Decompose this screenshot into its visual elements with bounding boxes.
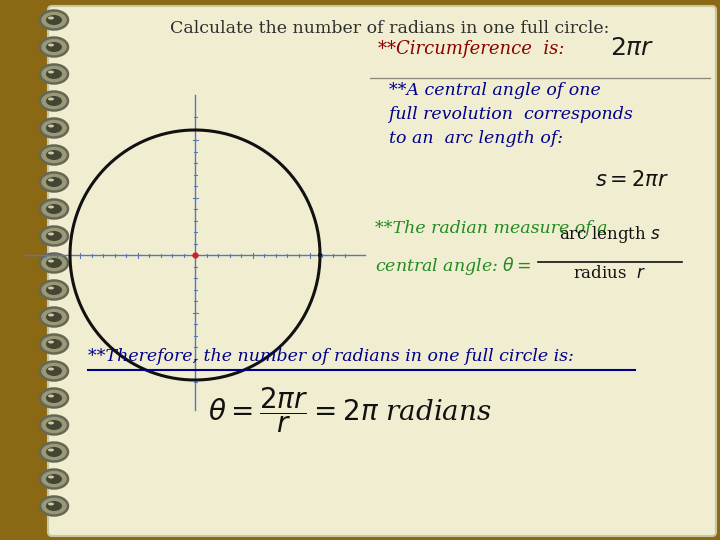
Ellipse shape <box>48 476 54 478</box>
Ellipse shape <box>48 287 54 289</box>
Ellipse shape <box>40 307 68 327</box>
Ellipse shape <box>40 172 68 192</box>
Ellipse shape <box>40 199 68 219</box>
Ellipse shape <box>48 44 54 46</box>
Ellipse shape <box>48 152 54 154</box>
Ellipse shape <box>48 341 54 343</box>
Text: **The radian measure of a: **The radian measure of a <box>375 220 608 237</box>
FancyBboxPatch shape <box>48 6 716 536</box>
Ellipse shape <box>48 422 54 424</box>
Ellipse shape <box>40 280 68 300</box>
Ellipse shape <box>40 145 68 165</box>
Ellipse shape <box>46 204 62 214</box>
Ellipse shape <box>46 42 62 52</box>
Ellipse shape <box>46 258 62 268</box>
Ellipse shape <box>40 415 68 435</box>
Ellipse shape <box>40 91 68 111</box>
Ellipse shape <box>46 285 62 295</box>
Ellipse shape <box>40 442 68 462</box>
Ellipse shape <box>48 368 54 370</box>
Ellipse shape <box>40 496 68 516</box>
Ellipse shape <box>46 231 62 241</box>
Ellipse shape <box>48 233 54 235</box>
Ellipse shape <box>48 395 54 397</box>
Ellipse shape <box>46 339 62 349</box>
Ellipse shape <box>40 10 68 30</box>
Text: arc length $s$: arc length $s$ <box>559 224 661 245</box>
Ellipse shape <box>40 334 68 354</box>
Ellipse shape <box>48 125 54 127</box>
Text: radius  $r$: radius $r$ <box>573 265 647 282</box>
Ellipse shape <box>46 150 62 160</box>
Ellipse shape <box>46 501 62 511</box>
Text: **Circumference  is:: **Circumference is: <box>378 40 570 58</box>
Ellipse shape <box>48 503 54 505</box>
Ellipse shape <box>40 361 68 381</box>
Ellipse shape <box>46 366 62 376</box>
Ellipse shape <box>48 449 54 451</box>
Ellipse shape <box>46 312 62 322</box>
Ellipse shape <box>40 37 68 57</box>
Ellipse shape <box>46 15 62 25</box>
Text: $\theta = \dfrac{2\pi r}{r} = 2\pi$ radians: $\theta = \dfrac{2\pi r}{r} = 2\pi$ radi… <box>208 385 492 435</box>
Ellipse shape <box>48 98 54 100</box>
Text: $s = 2\pi r$: $s = 2\pi r$ <box>595 170 669 190</box>
Ellipse shape <box>48 179 54 181</box>
Ellipse shape <box>46 447 62 457</box>
Ellipse shape <box>48 314 54 316</box>
Ellipse shape <box>46 420 62 430</box>
Text: $2\pi r$: $2\pi r$ <box>610 37 654 60</box>
Ellipse shape <box>40 469 68 489</box>
Ellipse shape <box>46 474 62 484</box>
Text: central angle: $\theta = $: central angle: $\theta = $ <box>375 255 531 277</box>
Text: **A central angle of one
  full revolution  corresponds
  to an  arc length of:: **A central angle of one full revolution… <box>378 82 633 147</box>
Text: Calculate the number of radians in one full circle:: Calculate the number of radians in one f… <box>171 20 610 37</box>
Ellipse shape <box>40 388 68 408</box>
Ellipse shape <box>48 17 54 19</box>
Ellipse shape <box>48 206 54 208</box>
Ellipse shape <box>40 253 68 273</box>
Ellipse shape <box>46 393 62 403</box>
Ellipse shape <box>40 118 68 138</box>
Ellipse shape <box>40 226 68 246</box>
Ellipse shape <box>48 71 54 73</box>
Ellipse shape <box>48 260 54 262</box>
Ellipse shape <box>40 64 68 84</box>
Ellipse shape <box>46 177 62 187</box>
Ellipse shape <box>46 69 62 79</box>
Text: **Therefore, the number of radians in one full circle is:: **Therefore, the number of radians in on… <box>88 348 574 365</box>
Ellipse shape <box>46 96 62 106</box>
Ellipse shape <box>46 123 62 133</box>
